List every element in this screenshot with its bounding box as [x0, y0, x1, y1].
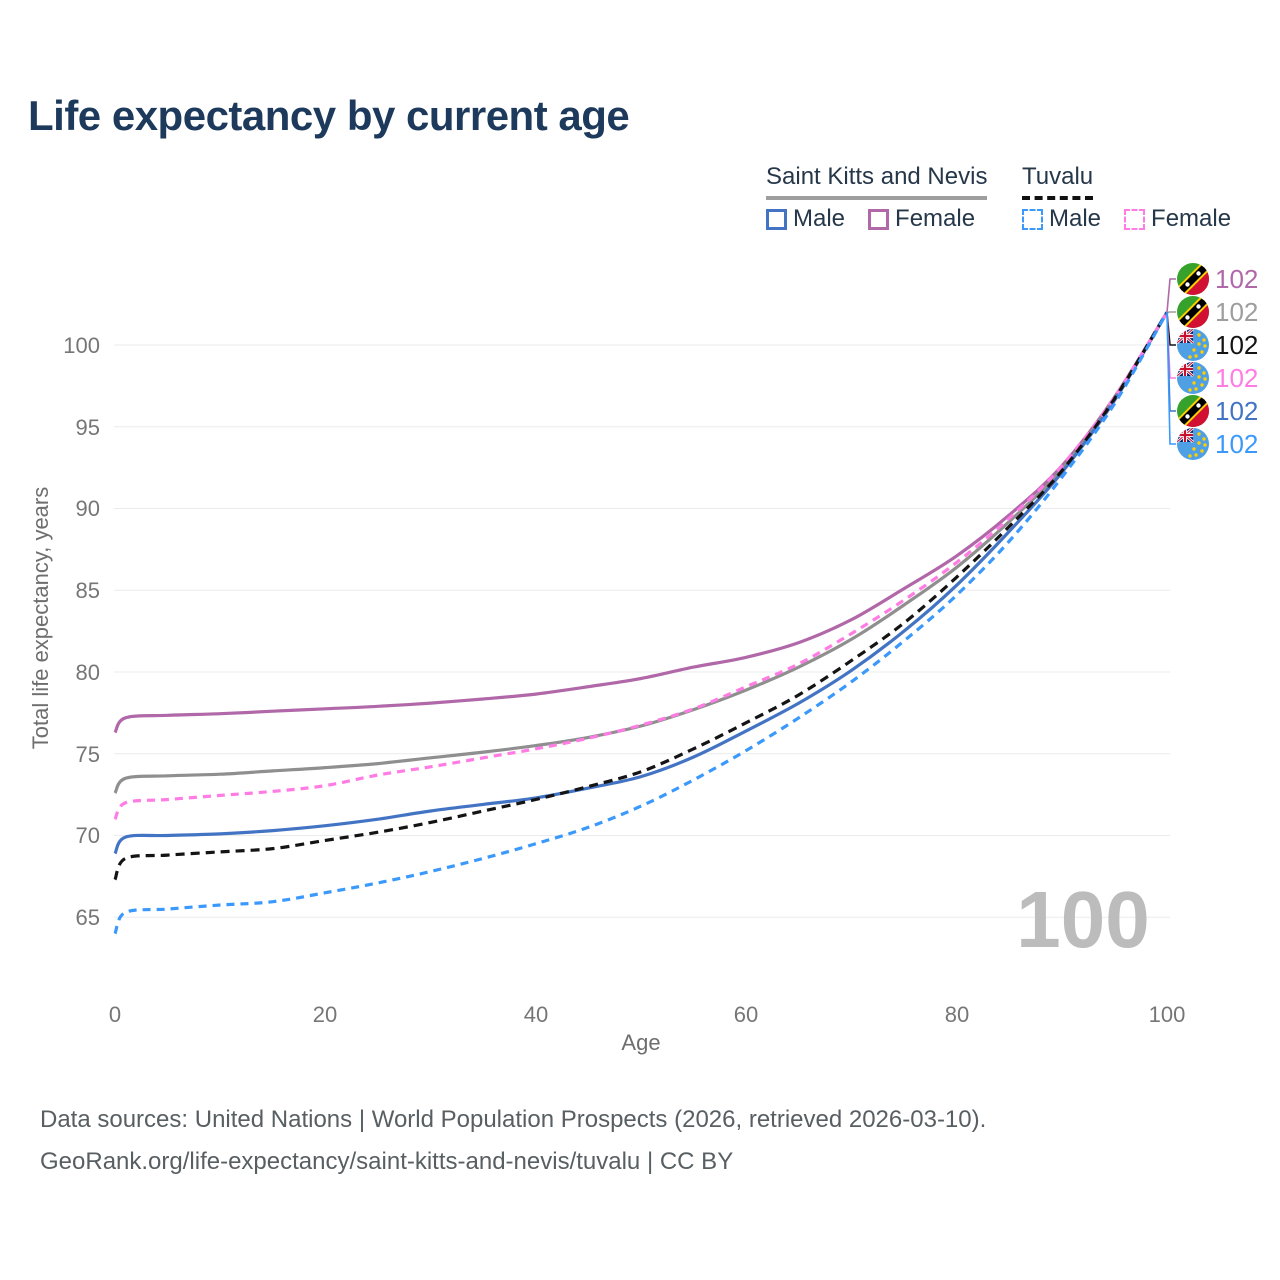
leader-line	[1166, 278, 1176, 313]
x-tick: 100	[1149, 1002, 1186, 1027]
legend-items-skn: Male Female	[766, 205, 998, 233]
end-value-label: 102	[1215, 297, 1258, 327]
y-axis-title: Total life expectancy, years	[28, 487, 53, 750]
legend-item-tuvalu-female[interactable]: Female	[1124, 205, 1231, 233]
legend-swatch-skn-female	[868, 208, 890, 230]
y-tick: 90	[76, 496, 100, 521]
page-title: Life expectancy by current age	[28, 92, 630, 139]
legend-item-skn-female[interactable]: Female	[868, 205, 975, 233]
tuvalu-flag-icon	[1177, 428, 1209, 460]
line-skn-both[interactable]	[113, 311, 1169, 794]
leader-line	[1166, 312, 1176, 445]
legend-swatch-tuvalu-male	[1022, 208, 1043, 230]
skn-flag-icon	[1175, 261, 1211, 297]
attribution-line: GeoRank.org/life-expectancy/saint-kitts-…	[40, 1148, 734, 1175]
gridlines	[114, 344, 1170, 918]
line-skn-male[interactable]	[113, 311, 1169, 855]
x-axis-title: Age	[621, 1030, 660, 1055]
legend-item-label: Male	[1049, 205, 1102, 232]
x-tick: 60	[734, 1002, 758, 1027]
tuvalu-flag-icon	[1177, 329, 1209, 361]
y-tick: 75	[76, 742, 100, 767]
y-tick: 95	[76, 415, 100, 440]
legend-item-label: Female	[895, 205, 976, 232]
tuvalu-flag-icon	[1177, 362, 1209, 394]
legend-swatch-skn-male	[766, 208, 787, 230]
y-tick: 100	[63, 333, 100, 358]
x-tick: 20	[313, 1002, 337, 1027]
legend-item-label: Male	[793, 205, 846, 232]
series-lines	[113, 311, 1169, 935]
legend-country-saint-kitts-and-nevis[interactable]: Saint Kitts and Nevis	[766, 163, 988, 200]
legend-items-tuvalu: Male Female	[1022, 205, 1254, 233]
line-skn-female[interactable]	[113, 311, 1169, 734]
legend-item-label: Female	[1151, 205, 1232, 232]
line-tuvalu-both[interactable]	[113, 311, 1169, 881]
y-tick: 65	[76, 905, 100, 930]
y-tick: 85	[76, 578, 100, 603]
data-sources-line: Data sources: United Nations | World Pop…	[40, 1106, 987, 1133]
legend-swatch-tuvalu-female	[1124, 208, 1146, 230]
end-label-flags	[1175, 261, 1211, 460]
footer: Data sources: United Nations | World Pop…	[40, 1106, 986, 1190]
end-value-label: 102	[1215, 429, 1258, 459]
x-tick: 80	[945, 1002, 969, 1027]
end-value-label: 102	[1215, 264, 1258, 294]
line-tuvalu-male[interactable]	[113, 311, 1169, 935]
legend-country-tuvalu[interactable]: Tuvalu	[1022, 163, 1094, 200]
legend-item-tuvalu-male[interactable]: Male	[1022, 205, 1101, 233]
y-tick: 70	[76, 823, 100, 848]
end-labels: 102 102 102 102 102 102	[1215, 264, 1258, 459]
x-tick: 0	[109, 1002, 121, 1027]
line-tuvalu-female[interactable]	[113, 311, 1169, 821]
skn-flag-icon	[1175, 294, 1211, 330]
legend-item-skn-male[interactable]: Male	[766, 205, 845, 233]
end-value-label: 102	[1215, 330, 1258, 360]
end-value-label: 102	[1215, 396, 1258, 426]
end-value-label: 102	[1215, 363, 1258, 393]
y-axis-ticks: 65 70 75 80 85 90 95 100	[63, 333, 100, 930]
y-tick: 80	[76, 660, 100, 685]
skn-flag-icon	[1175, 393, 1211, 429]
end-label-leaders	[1166, 278, 1176, 445]
x-axis-ticks: 0 20 40 60 80 100	[109, 1002, 1185, 1027]
hover-age-watermark: 100	[1016, 875, 1149, 964]
x-tick: 40	[524, 1002, 548, 1027]
